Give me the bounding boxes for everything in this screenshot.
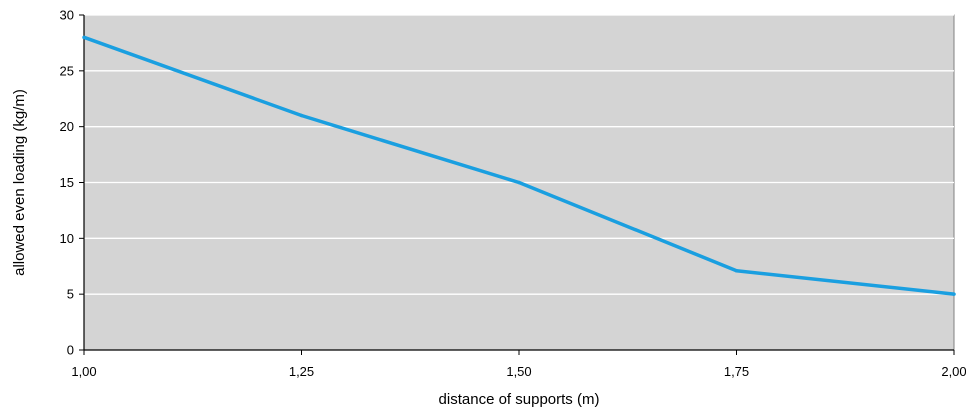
data-point-0-0 bbox=[82, 35, 86, 40]
y-tick-label-20: 20 bbox=[60, 119, 74, 134]
x-tick-label-2: 1,50 bbox=[506, 364, 531, 379]
y-tick-label-15: 15 bbox=[60, 175, 74, 190]
x-tick-label-0: 1,00 bbox=[71, 364, 96, 379]
y-tick-label-5: 5 bbox=[67, 287, 74, 302]
y-tick-label-25: 25 bbox=[60, 63, 74, 78]
y-axis-title: allowed even loading (kg/m) bbox=[11, 89, 28, 276]
series-layer bbox=[82, 35, 956, 296]
data-point-0-3 bbox=[734, 268, 739, 273]
x-tick-label-4: 2,00 bbox=[941, 364, 966, 379]
x-axis-title: distance of supports (m) bbox=[439, 391, 600, 408]
tick-labels: 0 5 10 15 20 25 30 1,00 1,25 1,50 1,75 2,00 bbox=[60, 8, 966, 380]
y-tick-label-10: 10 bbox=[60, 231, 74, 246]
y-tick-label-30: 30 bbox=[60, 8, 74, 23]
gridlines bbox=[84, 14, 954, 295]
data-point-0-4 bbox=[952, 292, 956, 296]
axes bbox=[79, 14, 955, 355]
x-tick-label-1: 1,25 bbox=[289, 364, 314, 379]
y-tick-label-0: 0 bbox=[67, 343, 74, 358]
x-tick-label-3: 1,75 bbox=[724, 364, 749, 379]
data-point-0-2 bbox=[517, 180, 521, 185]
data-point-0-1 bbox=[299, 113, 304, 118]
